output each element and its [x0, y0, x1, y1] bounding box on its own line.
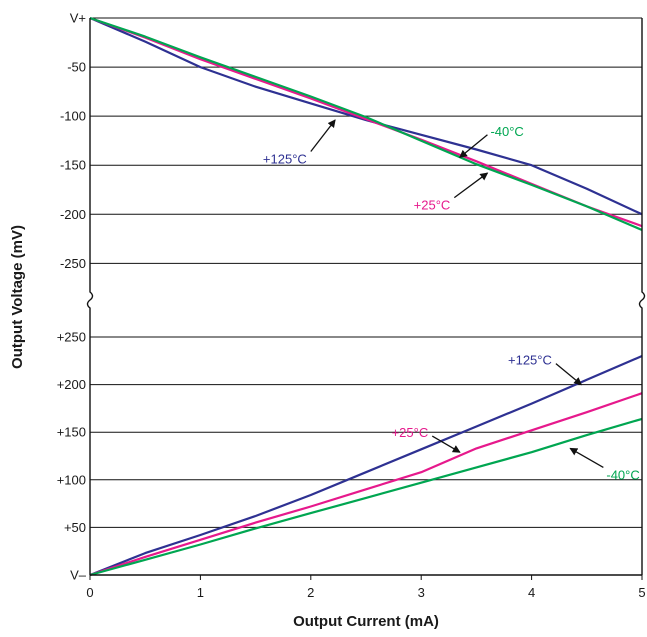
upper-y-tick-label: -150 — [60, 158, 86, 173]
axis-break-left — [86, 283, 94, 337]
lower-annotation-arrow — [555, 363, 583, 386]
lower-y-tick-label: +50 — [64, 520, 86, 535]
upper-y-tick-label: V+ — [70, 11, 86, 26]
x-tick-label: 5 — [638, 585, 645, 600]
lower-annotation-arrow — [569, 447, 604, 468]
y-axis-title: Output Voltage (mV) — [9, 225, 26, 369]
series-lines — [89, 16, 643, 577]
upper-annotation-arrow — [310, 119, 336, 152]
x-tick-label: 4 — [528, 585, 535, 600]
annotations: +125°C -40°C +25°C +125°C +25°C -40°C — [263, 119, 640, 482]
plot-background — [90, 18, 642, 575]
upper-annotation-arrow — [459, 134, 488, 159]
upper-y-tick-label: -250 — [60, 256, 86, 271]
x-axis-title: Output Current (mA) — [293, 613, 439, 630]
lower-y-tick-label: +150 — [57, 425, 86, 440]
x-tick-label: 0 — [86, 585, 93, 600]
lower-y-tick-label: +250 — [57, 330, 86, 345]
upper-annotation-arrow — [453, 172, 489, 199]
lower-y-tick-label: V– — [70, 568, 87, 583]
lower-annotation-label: +125°C — [508, 353, 552, 368]
upper-annotation-label: +125°C — [263, 151, 307, 166]
axes-frame — [86, 18, 646, 580]
gridlines — [90, 17, 642, 576]
x-tick-label: 1 — [197, 585, 204, 600]
upper-y-tick-label: -100 — [60, 109, 86, 124]
upper-annotation-label: +25°C — [414, 198, 451, 213]
lower-y-tick-label: +100 — [57, 472, 86, 487]
upper-annotation-label: -40°C — [490, 124, 523, 139]
axis-break-right — [638, 283, 646, 337]
x-tick-label: 3 — [418, 585, 425, 600]
lower-series-line — [89, 354, 643, 577]
lower-annotation-label: +25°C — [392, 425, 429, 440]
y-tick-labels: V+ -50 -100 -150 -200 -250 V– +50 +100 +150 +200 +2… — [57, 11, 87, 583]
lower-series-line — [89, 392, 643, 577]
upper-series-line — [89, 16, 643, 232]
lower-series-line — [89, 417, 643, 577]
upper-y-tick-label: -200 — [60, 207, 86, 222]
lower-y-tick-label: +200 — [57, 377, 86, 392]
upper-y-tick-label: -50 — [67, 60, 86, 75]
lower-annotation-label: -40°C — [606, 467, 639, 482]
lower-annotation-arrow — [431, 435, 461, 453]
x-tick-label: 2 — [307, 585, 314, 600]
x-tick-labels: 0 1 2 3 4 5 — [86, 585, 645, 600]
